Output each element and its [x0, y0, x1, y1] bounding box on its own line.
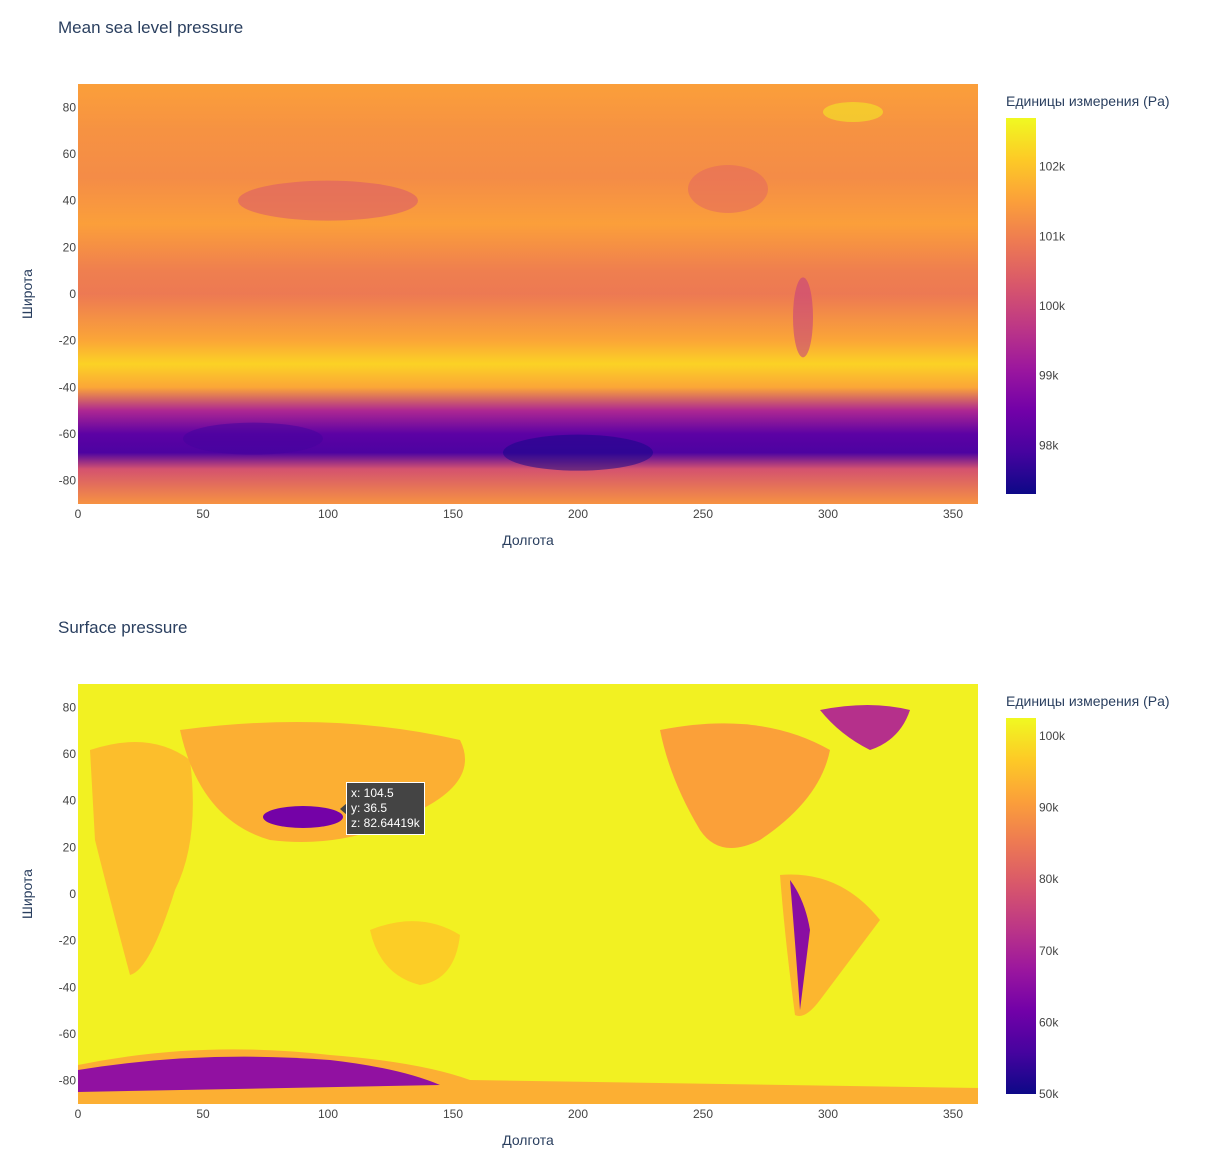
y-axis: 80 60 40 20 0 -20 -40 -60 -80: [59, 700, 77, 1087]
land-region: [790, 880, 810, 1010]
colorbar-tick-label: 102k: [1039, 160, 1066, 174]
x-tick-label: 300: [818, 507, 838, 521]
x-tick-label: 150: [443, 1107, 463, 1121]
land-region: [263, 806, 343, 828]
colorbar-title: Единицы измерения (Pa): [1006, 93, 1170, 109]
colorbar: [1006, 118, 1036, 494]
colorbar-tick-label: 99k: [1039, 369, 1059, 383]
y-tick-label: -80: [59, 1074, 77, 1088]
y-tick-label: -80: [59, 474, 77, 488]
x-axis: 0 50 100 150 200 250 300 350: [75, 507, 964, 521]
colorbar: [1006, 718, 1036, 1094]
y-tick-label: 0: [69, 887, 76, 901]
chart-panel-surface-pressure: Surface pressure 0 50 100 150 200 250 300 350 80…: [0, 600, 1225, 1176]
y-tick-label: -60: [59, 427, 77, 441]
low-pressure-region: [503, 434, 653, 471]
continent-region: [238, 180, 418, 221]
colorbar-tick-label: 70k: [1039, 944, 1059, 958]
y-axis-title: Широта: [19, 869, 35, 919]
x-axis: 0 50 100 150 200 250 300 350: [75, 1107, 964, 1121]
land-region: [820, 705, 910, 750]
hover-y: y: 36.5: [351, 801, 388, 815]
x-tick-label: 200: [568, 1107, 588, 1121]
x-tick-label: 350: [943, 507, 963, 521]
x-axis-title: Долгота: [502, 532, 554, 548]
x-tick-label: 0: [75, 507, 82, 521]
chart-title: Surface pressure: [58, 618, 188, 637]
colorbar-tick-label: 100k: [1039, 299, 1066, 313]
y-tick-label: 80: [63, 700, 77, 714]
x-tick-label: 50: [196, 1107, 210, 1121]
y-axis: 80 60 40 20 0 -20 -40 -60 -80: [59, 100, 77, 487]
high-pressure-region: [823, 102, 883, 122]
x-axis-title: Долгота: [502, 1132, 554, 1148]
y-tick-label: 20: [63, 240, 77, 254]
hover-tooltip: x: 104.5 y: 36.5 z: 82.64419k: [346, 782, 425, 835]
y-tick-label: -20: [59, 334, 77, 348]
x-tick-label: 50: [196, 507, 210, 521]
y-tick-label: 80: [63, 100, 77, 114]
y-tick-label: 0: [69, 287, 76, 301]
chart-panel-mslp: Mean sea level pressure 0 50 100 150 200 250 3…: [0, 0, 1225, 576]
colorbar-tick-label: 50k: [1039, 1087, 1059, 1101]
x-tick-label: 100: [318, 507, 338, 521]
y-tick-label: -40: [59, 380, 77, 394]
x-tick-label: 250: [693, 1107, 713, 1121]
continent-region: [793, 277, 813, 358]
x-tick-label: 0: [75, 1107, 82, 1121]
y-tick-label: 60: [63, 747, 77, 761]
chart-title: Mean sea level pressure: [58, 18, 244, 37]
colorbar-tick-label: 100k: [1039, 729, 1066, 743]
colorbar-tick-label: 60k: [1039, 1015, 1059, 1029]
land-region: [90, 742, 193, 975]
x-tick-label: 150: [443, 507, 463, 521]
hover-z: z: 82.64419k: [351, 816, 420, 830]
y-tick-label: -60: [59, 1027, 77, 1041]
y-tick-label: -20: [59, 934, 77, 948]
x-tick-label: 200: [568, 507, 588, 521]
land-region: [660, 723, 830, 848]
continent-region: [688, 165, 768, 213]
land-region: [78, 1056, 440, 1092]
low-pressure-region: [183, 422, 323, 455]
colorbar-tick-label: 80k: [1039, 872, 1059, 886]
y-axis-title: Широта: [19, 269, 35, 319]
land-region: [370, 921, 460, 985]
heatmap-chart-mslp[interactable]: 0 50 100 150 200 250 300 350806040200-20-40-60-…: [0, 0, 1225, 576]
y-tick-label: 40: [63, 194, 77, 208]
x-tick-label: 100: [318, 1107, 338, 1121]
colorbar-title: Единицы измерения (Pa): [1006, 693, 1170, 709]
heatmap-features: [183, 102, 883, 471]
y-tick-label: -40: [59, 980, 77, 994]
hover-tooltip-arrow: [340, 803, 347, 815]
hover-x: x: 104.5: [351, 786, 394, 800]
x-tick-label: 300: [818, 1107, 838, 1121]
y-tick-label: 60: [63, 147, 77, 161]
x-tick-label: 250: [693, 507, 713, 521]
colorbar-tick-label: 101k: [1039, 229, 1066, 243]
colorbar-tick-label: 90k: [1039, 801, 1059, 815]
colorbar-tick-label: 98k: [1039, 438, 1059, 452]
y-tick-label: 40: [63, 794, 77, 808]
x-tick-label: 350: [943, 1107, 963, 1121]
y-tick-label: 20: [63, 840, 77, 854]
heatmap-chart-surface-pressure[interactable]: 0 50 100 150 200 250 300 350806040200-20-40-60-…: [0, 600, 1225, 1176]
